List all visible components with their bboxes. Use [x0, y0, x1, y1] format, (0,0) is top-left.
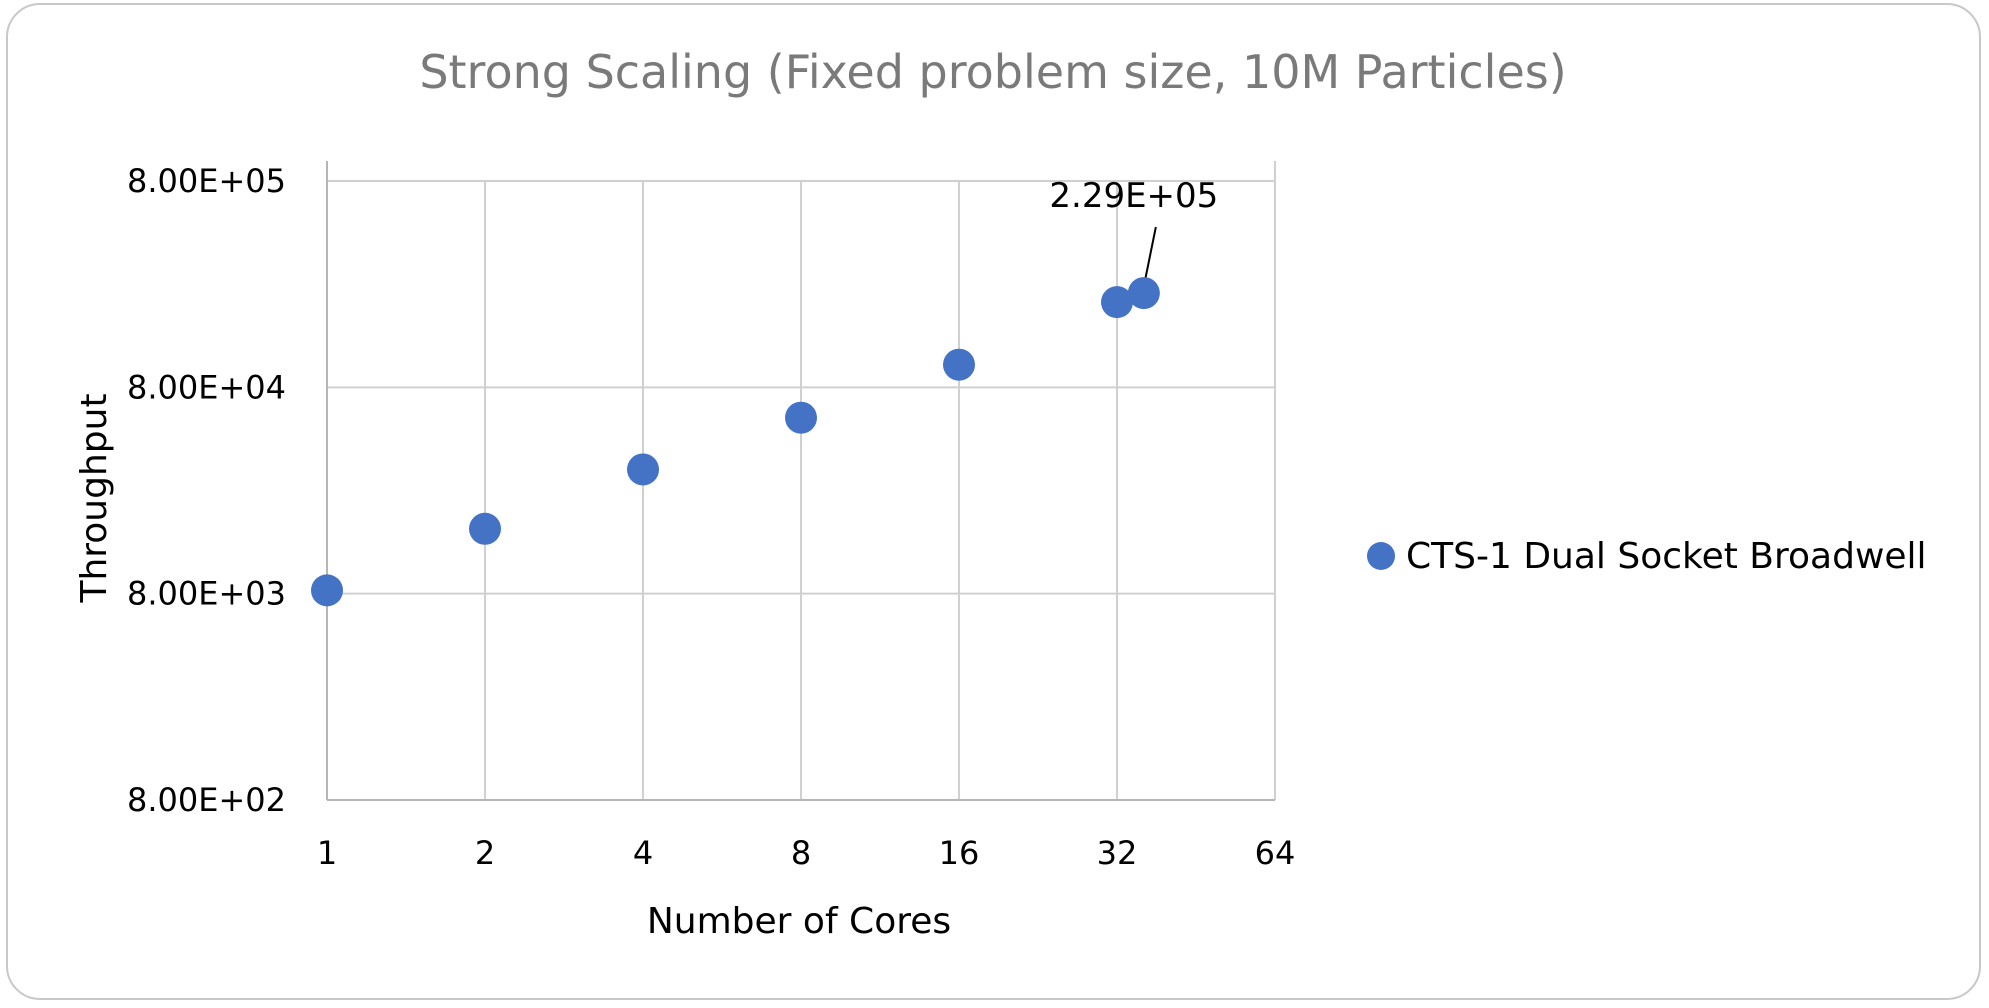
- legend-marker: [1367, 542, 1395, 570]
- data-point: [469, 512, 501, 545]
- x-tick-label: 32: [1097, 834, 1138, 872]
- x-tick-label: 8: [791, 834, 811, 872]
- annotation-label: 2.29E+05: [1049, 176, 1218, 216]
- data-point: [1101, 286, 1133, 319]
- data-point: [785, 401, 817, 434]
- y-tick-label: 8.00E+03: [127, 575, 286, 613]
- x-axis-label: Number of Cores: [647, 901, 951, 942]
- x-tick-label: 4: [633, 834, 653, 872]
- chart-title: Strong Scaling (Fixed problem size, 10M …: [419, 45, 1566, 99]
- data-points: [311, 277, 1160, 607]
- x-tick-label: 1: [317, 834, 337, 872]
- grid: [327, 161, 1276, 800]
- x-tick-label: 2: [475, 834, 495, 872]
- axes: [326, 161, 1275, 801]
- data-point: [311, 574, 343, 607]
- annotations: 2.29E+05: [1049, 176, 1218, 292]
- y-tick-label: 8.00E+05: [127, 162, 286, 200]
- y-axis-label: Throughput: [74, 393, 115, 603]
- legend: CTS-1 Dual Socket Broadwell: [1367, 536, 1927, 577]
- tick-labels: 1 2 4 8 16 32 64 8.00E+02 8.00E+03 8.00E+04 8.00E+…: [127, 162, 1295, 872]
- chart-frame: [6, 3, 1981, 1000]
- y-tick-label: 8.00E+04: [127, 368, 286, 406]
- data-point: [943, 348, 975, 381]
- y-tick-label: 8.00E+02: [127, 781, 286, 819]
- data-point: [627, 453, 659, 486]
- x-tick-label: 16: [939, 834, 980, 872]
- data-point: [1127, 277, 1160, 310]
- x-tick-label: 64: [1255, 834, 1296, 872]
- legend-label: CTS-1 Dual Socket Broadwell: [1406, 536, 1927, 577]
